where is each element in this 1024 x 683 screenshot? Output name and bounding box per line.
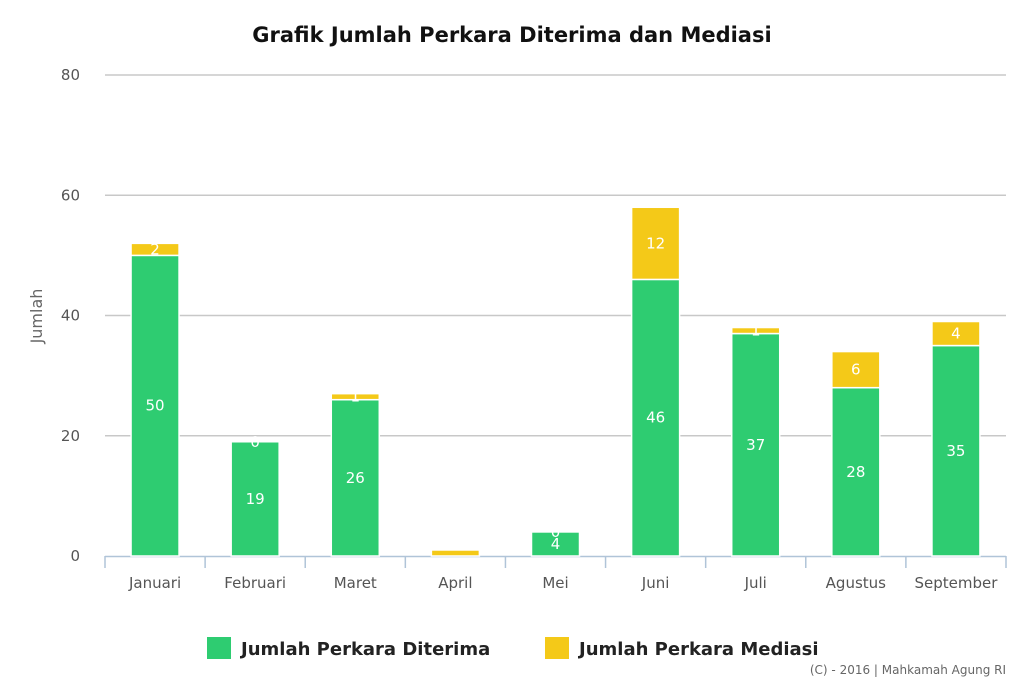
data-label: 35 bbox=[946, 442, 965, 460]
bar-segment[interactable] bbox=[630, 278, 681, 557]
data-label: 28 bbox=[846, 463, 865, 481]
y-tick-label: 60 bbox=[61, 186, 80, 204]
x-tick-label: Maret bbox=[334, 574, 377, 592]
bar-segment[interactable] bbox=[230, 441, 280, 557]
x-tick-label: Juni bbox=[641, 574, 670, 592]
bar-segment[interactable] bbox=[831, 350, 881, 389]
bar-segment[interactable] bbox=[730, 326, 781, 335]
y-axis-ticks: 0 20 40 60 80 bbox=[61, 66, 80, 565]
credits: (C) - 2016 | Mahkamah Agung RI bbox=[810, 663, 1006, 677]
x-axis: Januari Februari Maret April Mei Juni Juli Agus… bbox=[104, 555, 1007, 592]
x-tick-label: Juli bbox=[744, 574, 767, 592]
bar-segment[interactable] bbox=[430, 549, 481, 557]
x-tick-label: Februari bbox=[224, 574, 286, 592]
legend-swatch bbox=[207, 637, 231, 659]
data-label: 0 bbox=[551, 523, 561, 541]
data-label: 46 bbox=[646, 409, 665, 427]
data-label: 0 bbox=[250, 433, 260, 451]
data-label: 50 bbox=[146, 397, 165, 415]
bar-segment[interactable] bbox=[530, 531, 581, 557]
y-tick-label: 0 bbox=[70, 547, 80, 565]
data-label: 4 bbox=[951, 325, 961, 343]
y-axis-label: Jumlah bbox=[27, 289, 46, 345]
legend-swatch bbox=[545, 637, 569, 659]
data-label: 19 bbox=[246, 490, 265, 508]
x-tick-label: September bbox=[914, 574, 998, 592]
bars bbox=[130, 206, 981, 557]
x-tick-label: Agustus bbox=[826, 574, 886, 592]
legend: Jumlah Perkara Diterima Jumlah Perkara Me… bbox=[207, 637, 819, 660]
bar-segment[interactable] bbox=[130, 254, 180, 557]
bar-segment[interactable] bbox=[831, 386, 881, 557]
data-label: 26 bbox=[346, 469, 365, 487]
legend-label[interactable]: Jumlah Perkara Mediasi bbox=[577, 639, 819, 660]
chart-title: Grafik Jumlah Perkara Diterima dan Media… bbox=[252, 23, 771, 47]
bar-segment[interactable] bbox=[630, 206, 681, 281]
bar-segment[interactable] bbox=[931, 320, 981, 347]
x-tick-label: April bbox=[438, 574, 472, 592]
bar-segment[interactable] bbox=[130, 242, 180, 257]
y-tick-label: 20 bbox=[61, 427, 80, 445]
bar-segment[interactable] bbox=[730, 332, 781, 557]
data-label: 37 bbox=[746, 436, 765, 454]
legend-label[interactable]: Jumlah Perkara Diterima bbox=[239, 639, 490, 660]
bar-segment[interactable] bbox=[931, 344, 981, 557]
data-label: 6 bbox=[851, 361, 861, 379]
x-tick-label: Mei bbox=[542, 574, 568, 592]
x-tick-label: Januari bbox=[128, 574, 181, 592]
data-label: 12 bbox=[646, 234, 665, 252]
y-tick-label: 80 bbox=[61, 66, 80, 84]
data-label: 2 bbox=[150, 240, 160, 258]
data-label: 4 bbox=[551, 535, 561, 553]
data-label: 1 bbox=[351, 388, 361, 406]
data-label: 1 bbox=[751, 322, 761, 340]
bar-segment[interactable] bbox=[330, 392, 381, 401]
y-tick-label: 40 bbox=[61, 307, 80, 325]
